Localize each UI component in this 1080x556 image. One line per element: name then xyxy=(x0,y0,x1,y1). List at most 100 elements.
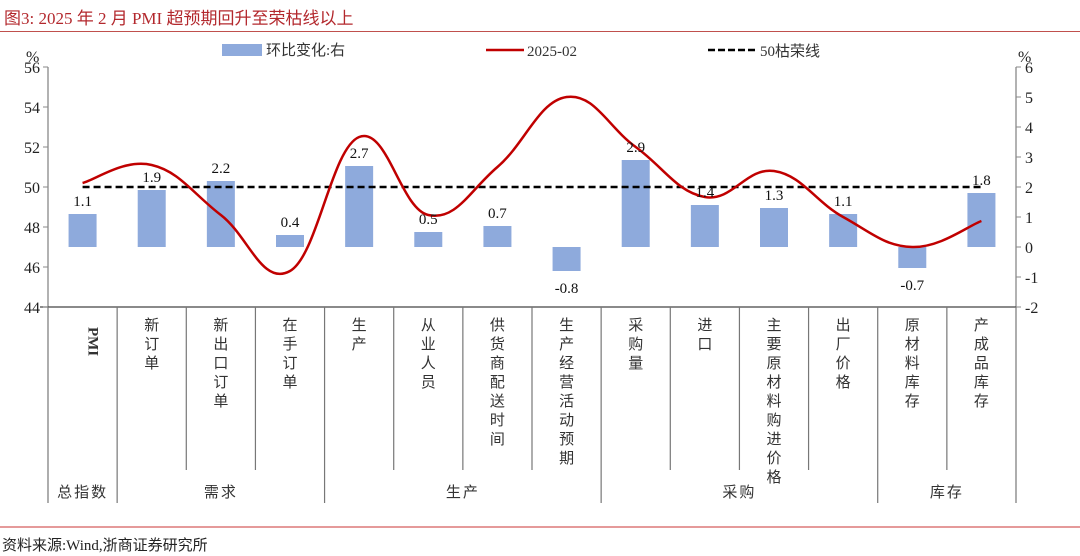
left-tick-label: 56 xyxy=(24,60,40,77)
category-label-char: 存 xyxy=(974,393,989,410)
right-tick-label: 4 xyxy=(1025,120,1033,137)
category-label-char: 库 xyxy=(974,374,989,391)
category-label-char: 动 xyxy=(559,412,574,429)
category-label-char: 进 xyxy=(697,317,712,334)
bar-value-label: 1.4 xyxy=(695,185,714,201)
legend-bar-swatch xyxy=(222,44,262,56)
category-label-char: 口 xyxy=(697,337,712,353)
category-label-char: 价 xyxy=(766,451,781,467)
category-label-char: 料 xyxy=(905,355,920,372)
pmi-chart: 56545250484644%6543210-1-2%1.11.92.20.42… xyxy=(24,42,1038,503)
category-label-char: 产 xyxy=(974,317,989,334)
group-label: 生产 xyxy=(446,484,480,501)
bar xyxy=(137,190,166,247)
category-label-char: 新 xyxy=(144,317,159,334)
category-label-char: 在 xyxy=(282,317,297,334)
group-label: 库存 xyxy=(930,484,964,501)
category-label-char: 原 xyxy=(766,356,781,372)
category-label-char: 活 xyxy=(559,393,574,410)
bar-value-label: 2.2 xyxy=(211,161,230,177)
category-label-char: 购 xyxy=(766,412,781,429)
right-tick-label: -1 xyxy=(1025,270,1038,287)
category-label-char: 产 xyxy=(352,336,367,353)
legend-bar-label: 环比变化:右 xyxy=(266,42,345,59)
left-unit-label: % xyxy=(26,49,39,66)
bar xyxy=(760,208,788,247)
bar xyxy=(345,166,374,247)
bar-value-label: 2.7 xyxy=(350,146,369,162)
category-label-char: 格 xyxy=(766,469,781,486)
group-label: 总指数 xyxy=(57,484,108,501)
right-tick-label: 5 xyxy=(1025,90,1033,107)
category-label-char: 进 xyxy=(766,431,781,448)
category-label-char: 单 xyxy=(213,393,228,410)
category-label-char: 品 xyxy=(974,355,989,372)
category-label-char: 营 xyxy=(559,374,574,391)
category-label-char: 出 xyxy=(836,317,851,334)
category-label-char: 采 xyxy=(628,317,643,334)
left-tick-label: 44 xyxy=(24,300,40,317)
category-label-char: 订 xyxy=(282,355,297,372)
category-label-char: 格 xyxy=(836,374,851,391)
category-label-char: 出 xyxy=(213,336,228,353)
legend-dashed-label: 50枯荣线 xyxy=(760,43,820,60)
category-label-char: 商 xyxy=(490,355,505,372)
category-label-char: 单 xyxy=(282,374,297,391)
group-label: 采购 xyxy=(722,484,756,501)
left-tick-label: 46 xyxy=(24,260,40,277)
category-label-char: 购 xyxy=(628,336,643,353)
legend-line-label: 2025-02 xyxy=(527,44,577,60)
category-label-char: 料 xyxy=(766,393,781,410)
bar xyxy=(483,226,512,247)
category-label-char: 量 xyxy=(628,356,643,372)
bar-value-label: 1.8 xyxy=(972,173,991,189)
category-label-char: 材 xyxy=(905,336,920,353)
category-label-char: 主 xyxy=(766,317,781,334)
bar xyxy=(414,232,443,247)
category-label-char: 新 xyxy=(213,317,228,334)
pmi-line xyxy=(82,95,982,275)
bar-value-label: 0.7 xyxy=(488,206,507,222)
category-label-char: 单 xyxy=(144,355,159,372)
source-note: 资料来源:Wind,浙商证券研究所 xyxy=(2,538,208,554)
left-tick-label: 52 xyxy=(24,140,40,157)
category-label-char: 价 xyxy=(836,356,851,372)
category-label-char: 生 xyxy=(352,317,367,334)
category-label-char: 产 xyxy=(559,336,574,353)
category-label-char: 材 xyxy=(766,374,781,391)
bar-value-label: -0.8 xyxy=(555,281,579,297)
category-label-char: 要 xyxy=(766,337,781,353)
bar-value-label: 0.4 xyxy=(281,215,300,231)
category-label-char: 存 xyxy=(905,393,920,410)
category-label-char: 成 xyxy=(974,336,989,353)
category-label-char: 时 xyxy=(490,412,505,429)
category-label-char: 送 xyxy=(490,393,505,410)
category-label-char: 手 xyxy=(282,336,297,353)
bar xyxy=(276,235,304,247)
bar-value-label: -0.7 xyxy=(900,278,924,294)
bar-value-label: 1.1 xyxy=(73,194,92,210)
category-label-char: 人 xyxy=(421,355,436,372)
category-label-char: 库 xyxy=(905,374,920,391)
category-label-char: 期 xyxy=(559,450,574,467)
chart-title: 图3: 2025 年 2 月 PMI 超预期回升至荣枯线以上 xyxy=(4,9,354,28)
title-divider xyxy=(0,31,1080,32)
bar xyxy=(690,205,719,247)
category-label-char: 订 xyxy=(213,374,228,391)
group-label: 需求 xyxy=(204,484,238,501)
bar xyxy=(967,193,996,247)
category-label-char: 员 xyxy=(421,375,436,391)
category-label-char: 经 xyxy=(559,355,574,372)
category-label-char: 从 xyxy=(421,318,436,334)
category-label-char: 预 xyxy=(559,431,574,448)
category-label-char: 厂 xyxy=(836,337,851,353)
bar-value-label: 1.9 xyxy=(142,170,161,186)
right-tick-label: 0 xyxy=(1025,240,1033,257)
bar xyxy=(621,160,650,247)
category-label-char: 间 xyxy=(490,431,505,448)
footer-divider xyxy=(0,526,1080,528)
category-label-char: 订 xyxy=(144,336,159,353)
bar-value-label: 1.3 xyxy=(765,188,784,204)
category-label-char: 口 xyxy=(213,356,228,372)
category-label-char: 业 xyxy=(421,336,436,353)
